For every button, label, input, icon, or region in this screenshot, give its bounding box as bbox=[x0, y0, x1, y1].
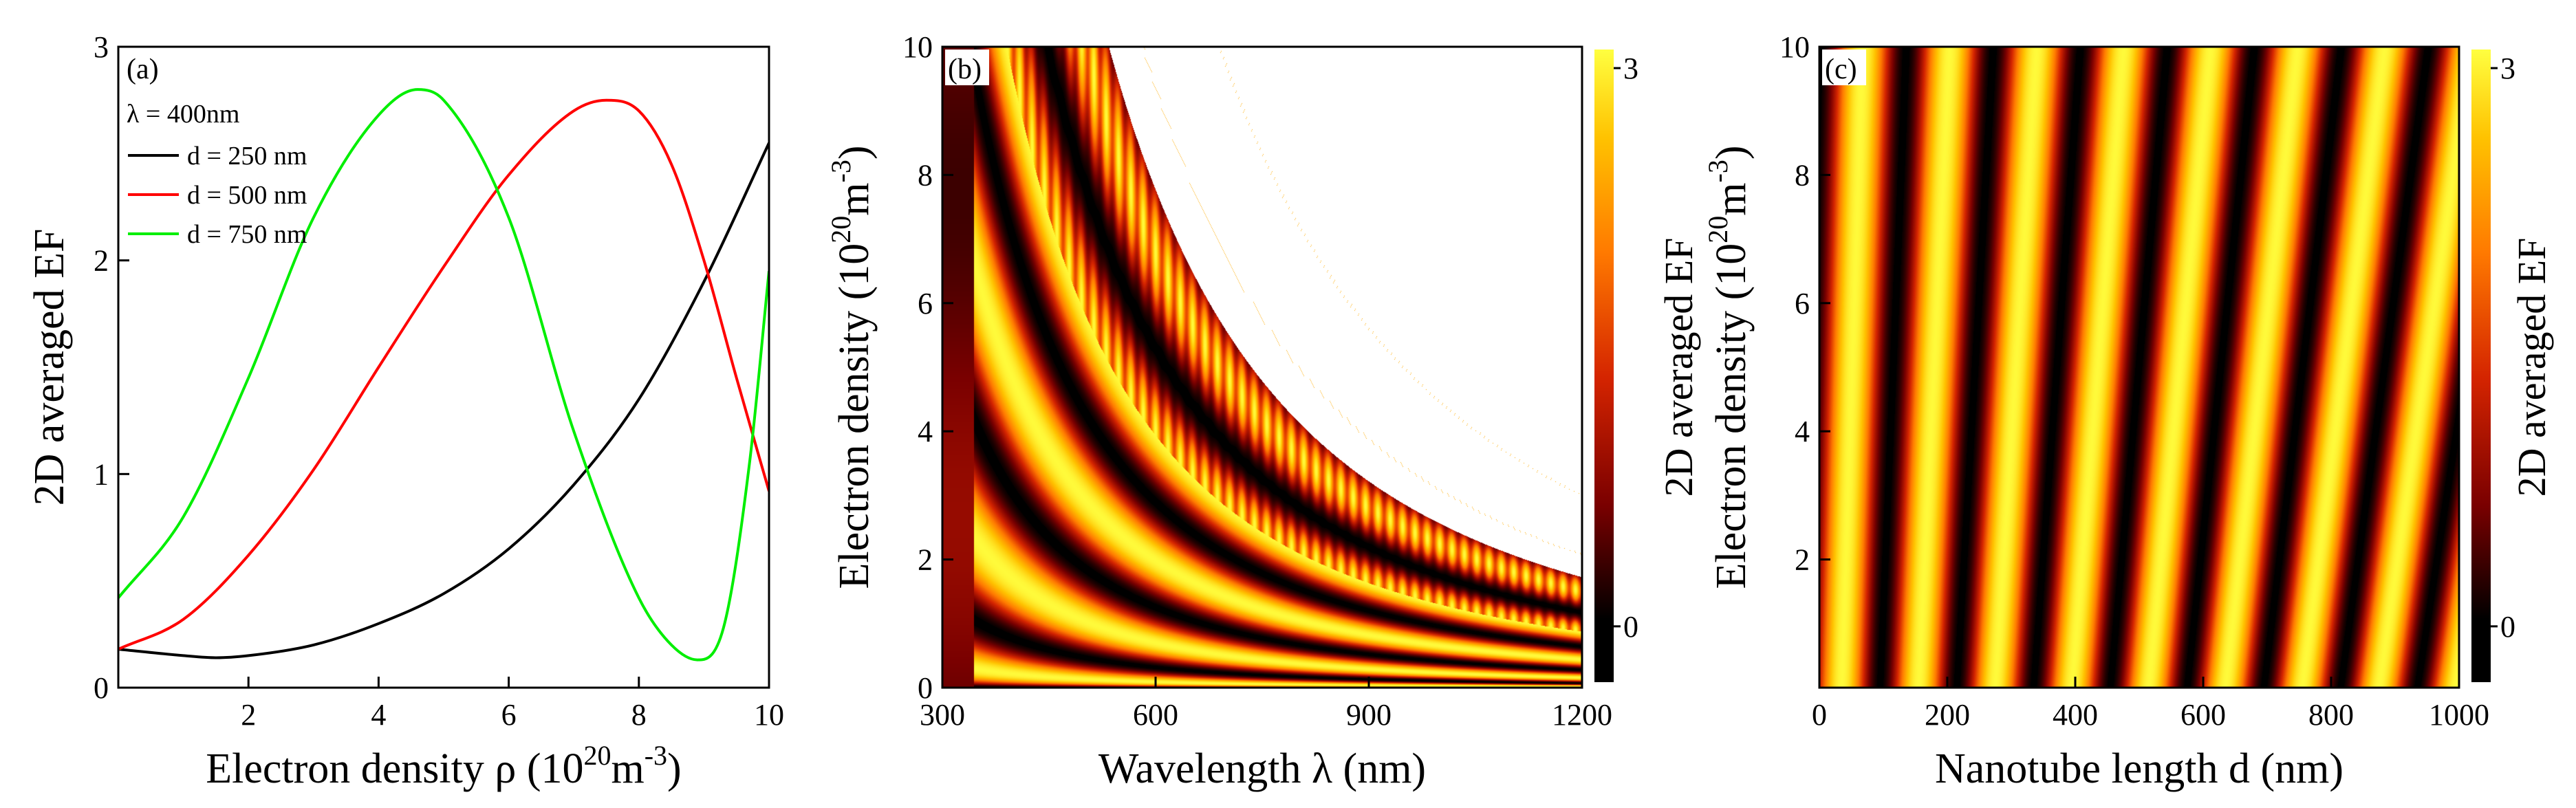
chart-0-ytick-label: 3 bbox=[94, 30, 109, 64]
chart-1-ytick-label: 0 bbox=[918, 671, 933, 705]
colorbar-tick-label: 3 bbox=[1623, 52, 1638, 85]
chart-0-ytick-label: 1 bbox=[94, 457, 109, 491]
panel-a-legend: d = 250 nm d = 500 nm d = 750 nm bbox=[128, 142, 307, 249]
chart-2-xtick-label: 0 bbox=[1812, 698, 1827, 732]
panel-b-ylabel-sup: 20 bbox=[825, 216, 856, 243]
chart-2-xtick-label: 400 bbox=[2053, 698, 2098, 732]
chart-1-ytick-label: 10 bbox=[902, 30, 933, 64]
panel-b-xlabel: Wavelength λ (nm) bbox=[1098, 745, 1426, 792]
panel-c-ylabel: Electron density (1020m-3) bbox=[1702, 146, 1755, 589]
panel-c-ylabel-end: ) bbox=[1708, 146, 1755, 160]
chart-2-ytick-label: 2 bbox=[1795, 543, 1810, 577]
panel-c-heatmap bbox=[1819, 47, 2459, 688]
panel-c-ylabel-sup2: -3 bbox=[1702, 160, 1733, 182]
panel-b: 300 600 900 1200 0 2 4 6 8 10 (b) Wavelength λ (n… bbox=[825, 30, 1701, 792]
panel-a-xlabel-sup: 20 bbox=[583, 740, 611, 771]
chart-0-xtick-label: 8 bbox=[631, 698, 647, 732]
panel-c-ylabel-sup: 20 bbox=[1702, 216, 1733, 243]
series-line-1 bbox=[118, 98, 769, 651]
chart-2-xtick-label: 1000 bbox=[2429, 698, 2489, 732]
panel-a-xlabel-mid: m bbox=[611, 745, 644, 792]
panel-c-ylabel-main: Electron density (10 bbox=[1708, 243, 1755, 589]
panel-a-xlabel-end: ) bbox=[667, 745, 682, 792]
panel-a-xlabel: Electron density ρ (1020m-3) bbox=[206, 740, 681, 792]
chart-2-ytick-label: 6 bbox=[1795, 287, 1810, 320]
panel-a-annotation: λ = 400nm bbox=[127, 100, 239, 129]
chart-1-ytick-label: 4 bbox=[918, 415, 933, 448]
panel-b-ylabel-main: Electron density (10 bbox=[831, 243, 878, 589]
chart-1-xtick-label: 300 bbox=[920, 698, 965, 732]
chart-2-xtick-label: 600 bbox=[2180, 698, 2226, 732]
panel-a: 2 4 6 8 10 0 1 2 3 (a) λ = 400nm d = 250 nm d = … bbox=[26, 30, 784, 792]
panel-b-label-bg bbox=[945, 50, 989, 85]
panel-b-ticks: 300 600 900 1200 0 2 4 6 8 10 bbox=[902, 30, 1612, 732]
legend-label-0: d = 250 nm bbox=[187, 142, 307, 171]
chart-0-xtick-label: 6 bbox=[501, 698, 517, 732]
panel-a-ticks: 2 4 6 8 10 0 1 2 3 bbox=[94, 30, 784, 732]
panel-a-axes-frame bbox=[117, 45, 770, 689]
legend-label-2: d = 750 nm bbox=[187, 220, 307, 249]
panel-c-xlabel: Nanotube length d (nm) bbox=[1935, 745, 2344, 792]
colorbar-tick-label: 3 bbox=[2500, 52, 2515, 85]
panel-b-ylabel-end: ) bbox=[831, 146, 878, 160]
panel-a-plot-area bbox=[118, 88, 769, 662]
panel-b-label: (b) bbox=[948, 54, 982, 85]
panel-a-label: (a) bbox=[127, 54, 159, 85]
panel-b-colorbar bbox=[1594, 50, 1614, 682]
chart-1-ytick-label: 6 bbox=[918, 287, 933, 320]
panel-b-colorbar-ticks: 03 bbox=[1614, 52, 1638, 644]
panel-c-colorbar-ticks: 03 bbox=[2491, 52, 2515, 644]
chart-2-ytick-label: 8 bbox=[1795, 158, 1810, 192]
panel-b-axes-frame bbox=[941, 45, 1583, 689]
series-line-0 bbox=[118, 142, 769, 659]
chart-0-ytick-label: 2 bbox=[94, 244, 109, 278]
colorbar-tick-label: 0 bbox=[2500, 610, 2515, 644]
panel-c-ticks: 0 200 400 600 800 1000 2 4 6 8 10 bbox=[1779, 30, 2489, 732]
panel-b-colorbar-label: 2D averaged EF bbox=[1656, 238, 1701, 497]
chart-1-ytick-label: 8 bbox=[918, 158, 933, 192]
panel-c-colorbar-label: 2D averaged EF bbox=[2509, 238, 2554, 497]
chart-1-xtick-label: 900 bbox=[1346, 698, 1392, 732]
chart-2-xtick-label: 800 bbox=[2308, 698, 2354, 732]
panel-a-xlabel-main: Electron density ρ (10 bbox=[206, 745, 583, 792]
panel-c-label-bg bbox=[1822, 50, 1866, 85]
chart-1-ytick-label: 2 bbox=[918, 543, 933, 577]
series-line-2 bbox=[118, 88, 769, 662]
panel-c-axes-frame bbox=[1818, 45, 2460, 689]
chart-2-ytick-label: 10 bbox=[1779, 30, 1810, 64]
chart-0-xtick-label: 10 bbox=[754, 698, 784, 732]
panel-c-ylabel-mid: m bbox=[1708, 182, 1755, 215]
panel-c-label: (c) bbox=[1825, 54, 1857, 85]
chart-1-xtick-label: 1200 bbox=[1552, 698, 1612, 732]
chart-0-ytick-label: 0 bbox=[94, 671, 109, 705]
panel-b-heatmap bbox=[942, 47, 1582, 688]
chart-1-xtick-label: 600 bbox=[1133, 698, 1178, 732]
panel-a-ylabel: 2D averaged EF bbox=[26, 229, 73, 506]
panel-a-xlabel-sup2: -3 bbox=[645, 740, 667, 771]
chart-2-xtick-label: 200 bbox=[1925, 698, 1970, 732]
chart-2-ytick-label: 4 bbox=[1795, 415, 1810, 448]
chart-0-xtick-label: 2 bbox=[241, 698, 256, 732]
panel-c-colorbar bbox=[2471, 50, 2491, 682]
panel-b-ylabel: Electron density (1020m-3) bbox=[825, 146, 878, 589]
chart-0-xtick-label: 4 bbox=[371, 698, 386, 732]
panel-b-ylabel-mid: m bbox=[831, 182, 878, 215]
legend-label-1: d = 500 nm bbox=[187, 181, 307, 210]
panel-b-ylabel-sup2: -3 bbox=[825, 160, 856, 182]
colorbar-tick-label: 0 bbox=[1623, 610, 1638, 644]
